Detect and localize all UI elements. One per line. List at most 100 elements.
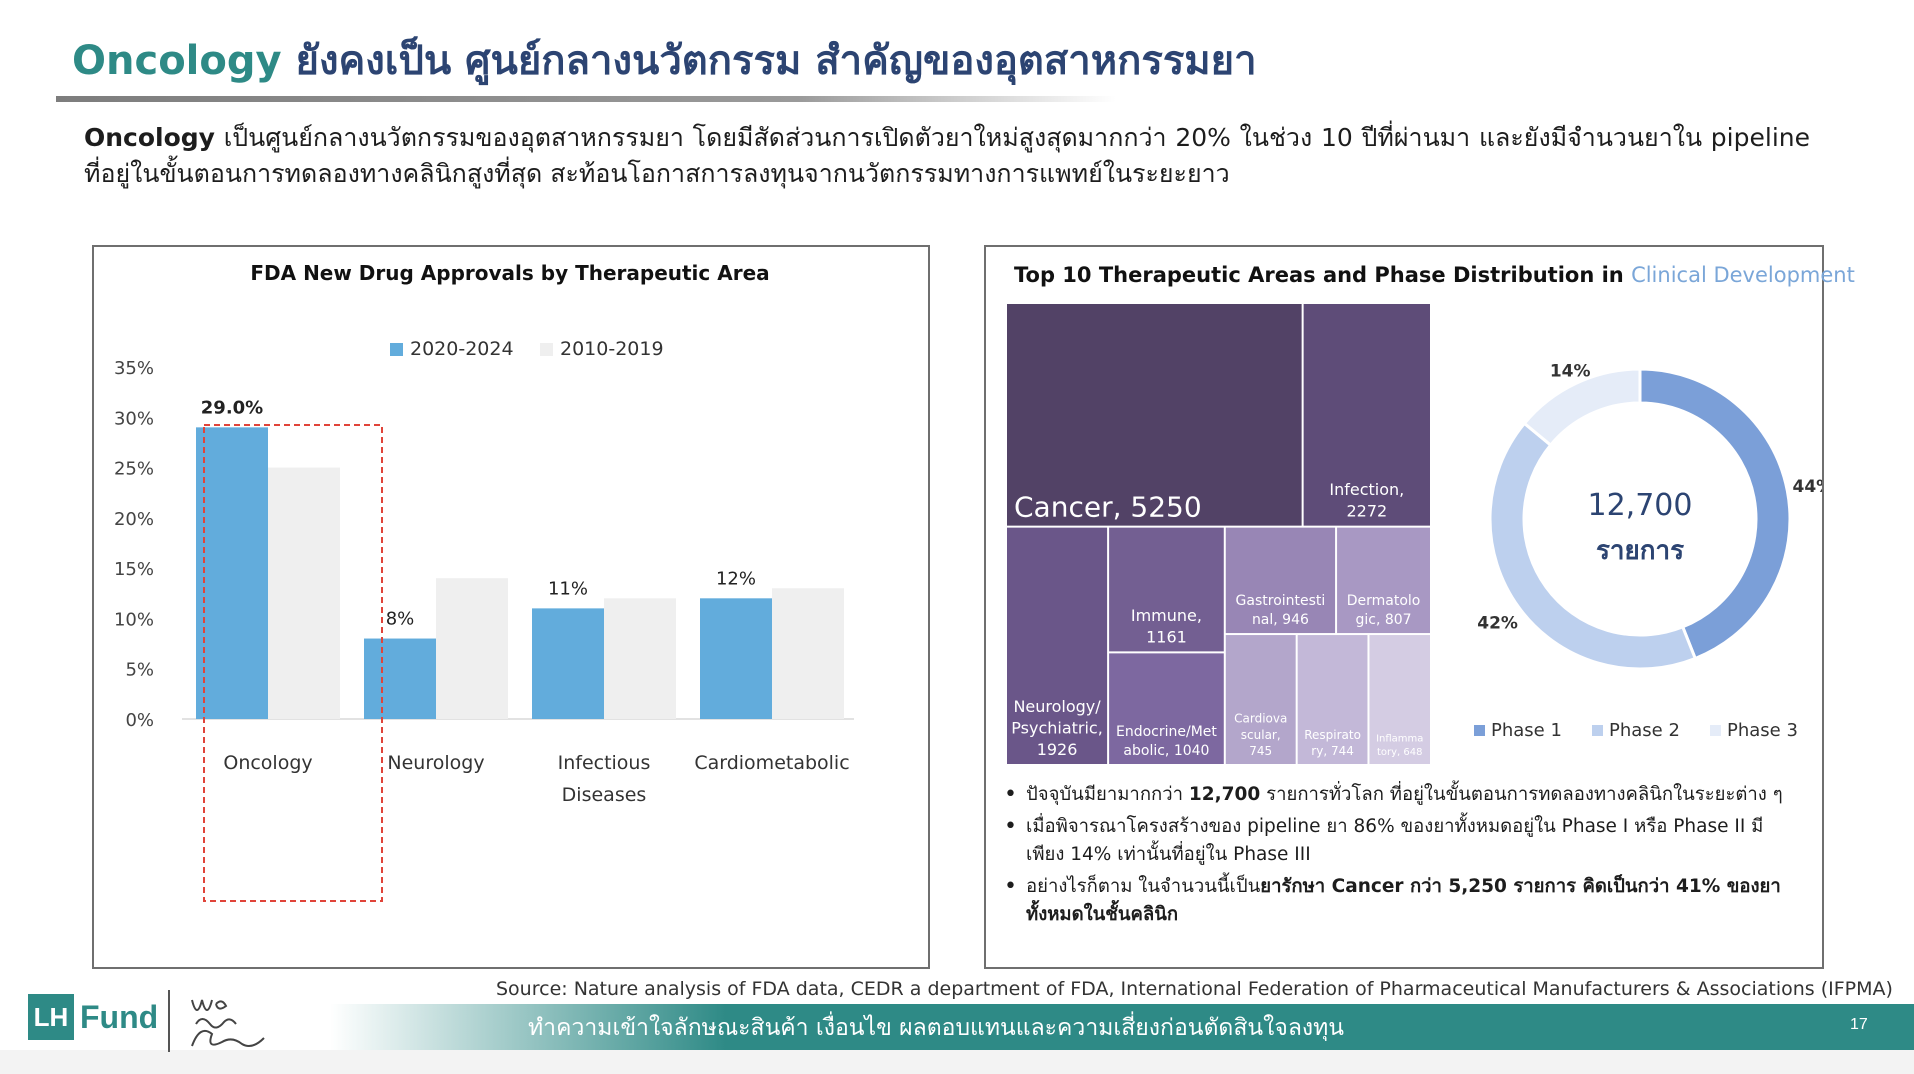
bar-chart-title: FDA New Drug Approvals by Therapeutic Ar… [250, 261, 769, 285]
treemap-cell-label: Respirato [1304, 728, 1361, 742]
treemap-cell-label: Inflamma [1376, 734, 1423, 745]
treemap-cell-label: Gastrointesti [1236, 593, 1326, 609]
donut-center-value: 12,700 [1588, 488, 1693, 523]
lh-fund-logo-text: Fund [80, 999, 159, 1035]
bar-2010-2019 [268, 467, 340, 719]
legend-label: 2010-2019 [560, 338, 664, 360]
treemap-cell-label: tory, 648 [1377, 747, 1423, 758]
treemap-cell [1007, 527, 1108, 764]
bullet-list: ปัจจุบันมียามากกว่า 12,700 รายการทั่วโลก… [1000, 781, 1800, 929]
treemap-cell-label: Neurology/ [1013, 697, 1101, 716]
bullet-item: ปัจจุบันมียามากกว่า 12,700 รายการทั่วโลก… [1000, 781, 1800, 809]
treemap-cell-label: nal, 946 [1252, 612, 1309, 628]
treemap-cell-label: 2272 [1346, 502, 1387, 521]
treemap-cell-label: Endocrine/Met [1116, 724, 1217, 740]
lh-logo-mark: LH [28, 994, 74, 1040]
logo-divider [168, 990, 170, 1052]
donut-slice-label: 44% [1793, 477, 1822, 497]
y-tick-label: 0% [125, 710, 154, 731]
bullet-item: เมื่อพิจารณาโครงสร้างของ pipeline ยา 86%… [1000, 813, 1800, 869]
legend-swatch [1592, 725, 1603, 736]
treemap-cell-label: scular, [1241, 728, 1281, 742]
bar-data-label: 29.0% [201, 397, 263, 418]
intro-lead: Oncology [84, 123, 215, 152]
bullet-bold: 12,700 [1188, 784, 1261, 805]
donut-slice-label: 42% [1477, 613, 1518, 633]
bottom-strip [0, 1050, 1914, 1074]
footer-band [330, 1004, 1914, 1050]
donut-center-label: รายการ [1596, 536, 1684, 566]
bar-chart: FDA New Drug Approvals by Therapeutic Ar… [114, 261, 854, 902]
treemap-cell [1225, 527, 1336, 634]
page-title: Oncology ยังคงเป็น ศูนย์กลางนวัตกรรม สำค… [72, 28, 1257, 92]
bar-2020-2024 [700, 598, 772, 719]
treemap-cell [1225, 635, 1296, 764]
title-highlight: Oncology [72, 38, 282, 84]
x-tick-label: Diseases [562, 784, 647, 806]
treemap-cell-label: abolic, 1040 [1123, 743, 1209, 759]
treemap-cell-label: 1161 [1146, 627, 1187, 646]
title-rest: ยังคงเป็น ศูนย์กลางนวัตกรรม สำคัญของอุตส… [295, 38, 1257, 84]
donut-slice [1522, 367, 1642, 448]
bar-2010-2019 [436, 578, 508, 719]
we-care-family-logo [191, 999, 265, 1047]
bar-2010-2019 [604, 598, 676, 719]
disclaimer-note: ทำความเข้าใจลักษณะสินค้า เงื่อนไข ผลตอบแ… [528, 1015, 1345, 1041]
legend-label: 2020-2024 [410, 338, 514, 360]
intro-text: เป็นศูนย์กลางนวัตกรรมของอุตสาหกรรมยา โดย… [84, 123, 1810, 188]
bar-data-label: 11% [548, 578, 588, 599]
treemap-cell [1109, 653, 1224, 764]
legend-label: Phase 1 [1491, 720, 1562, 741]
treemap-cell-label: 1926 [1037, 740, 1078, 759]
bar-2010-2019 [772, 588, 844, 719]
donut-slice [1638, 367, 1792, 661]
source-note: Source: Nature analysis of FDA data, CED… [496, 978, 1893, 1000]
bullet-text: เมื่อพิจารณาโครงสร้างของ pipeline ยา 86%… [1026, 816, 1764, 865]
bar-data-label: 8% [386, 609, 415, 630]
bar-2020-2024 [364, 638, 436, 719]
highlight-box [203, 424, 383, 902]
bullet-text: ปัจจุบันมียามากกว่า [1026, 784, 1189, 805]
treemap-cell [1369, 635, 1430, 764]
treemap-cell [1303, 304, 1430, 526]
page-number: 17 [1850, 1016, 1868, 1033]
bar-2020-2024 [532, 608, 604, 719]
y-tick-label: 25% [114, 459, 154, 480]
treemap-cell [1297, 635, 1368, 764]
legend-label: Phase 3 [1727, 720, 1798, 741]
bar-data-label: 12% [716, 568, 756, 589]
y-tick-label: 20% [114, 509, 154, 530]
legend-swatch [540, 343, 553, 356]
title-divider [56, 96, 1116, 102]
pipeline-title-highlight: Clinical Development [1631, 263, 1855, 287]
y-tick-label: 5% [125, 660, 154, 681]
x-tick-label: Infectious [558, 752, 651, 774]
bullet-bold: ยารักษา Cancer กว่า 5,250 รายการ คิดเป็น… [1026, 876, 1781, 925]
key-facts: ปัจจุบันมียามากกว่า 12,700 รายการทั่วโลก… [1000, 781, 1800, 933]
intro-paragraph: Oncology เป็นศูนย์กลางนวัตกรรมของอุตสาหก… [84, 120, 1810, 192]
treemap-cell-label: Infection, [1329, 480, 1404, 499]
treemap-cell-label: ry, 744 [1311, 744, 1354, 758]
treemap-cell-label: Cardiova [1234, 712, 1287, 726]
treemap-cell [1109, 527, 1224, 652]
bar-2020-2024 [196, 427, 268, 719]
treemap-cell-label: gic, 807 [1355, 612, 1411, 628]
y-tick-label: 35% [114, 358, 154, 379]
y-tick-label: 30% [114, 408, 154, 429]
treemap-cell-label: Cancer, 5250 [1014, 491, 1202, 524]
bullet-item: อย่างไรก็ตาม ในจำนวนนี้เป็นยารักษา Cance… [1000, 873, 1800, 929]
y-tick-label: 15% [114, 559, 154, 580]
x-tick-label: Cardiometabolic [694, 752, 849, 774]
x-tick-label: Oncology [223, 752, 312, 774]
treemap-cell-label: Immune, [1131, 606, 1202, 625]
treemap-chart: Cancer, 5250 Infection, 2272 Neurology/Psyc… [1007, 304, 1822, 764]
pipeline-panel: Top 10 Therapeutic Areas and Phase Distr… [984, 245, 1855, 969]
x-tick-label: Neurology [387, 752, 484, 774]
pipeline-chart-title: Top 10 Therapeutic Areas and Phase Distr… [1014, 263, 1855, 287]
donut-slice-label: 14% [1550, 362, 1591, 382]
bullet-text: อย่างไรก็ตาม ในจำนวนนี้เป็น [1026, 876, 1261, 897]
pipeline-title-main: Top 10 Therapeutic Areas and Phase Distr… [1014, 263, 1624, 287]
treemap-cell [1337, 527, 1430, 634]
y-tick-label: 10% [114, 609, 154, 630]
treemap-cell-label: Dermatolo [1347, 593, 1421, 609]
